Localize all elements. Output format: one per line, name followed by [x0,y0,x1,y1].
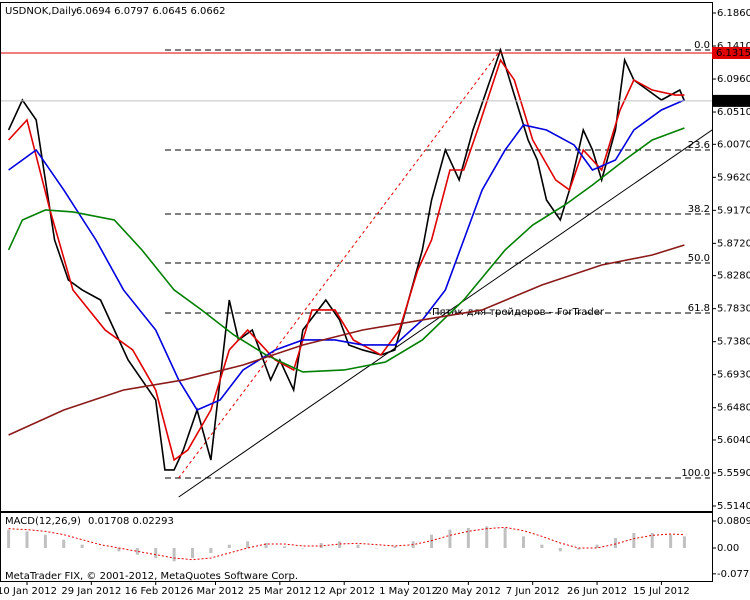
y-tick-label: 0.08094 [717,516,750,527]
histogram-bar [682,536,686,548]
histogram-bar [43,534,47,548]
y-tick-label: 6.0510 [717,107,750,118]
plot-area [7,526,686,562]
y-tick-label: 5.8720 [717,238,750,249]
y-tick-label: 6.0960 [717,74,750,85]
x-tick-label: 10 Jan 2012 [0,586,57,597]
histogram-bar [522,536,526,548]
histogram-bar [190,548,194,558]
histogram-bar [7,529,11,548]
series-line [8,99,685,411]
y-tick-label: 5.5140 [717,501,750,512]
histogram-bar [246,541,250,548]
fib-label: 61.8 [688,303,710,314]
y-tick-label: 5.5590 [717,468,750,479]
y-tick-label: 5.7380 [717,337,750,348]
fib-label: 23.6 [688,140,710,151]
price-box [712,46,750,59]
fib-label: 100.0 [681,468,710,479]
y-tick-label: 5.6040 [717,435,750,446]
panel-title: USDNOK,Daily [5,6,77,17]
histogram-bar [466,528,470,548]
x-tick-label: 29 Jan 2012 [61,586,121,597]
histogram-bar [282,546,286,548]
x-tick-label: 15 Jul 2012 [633,586,690,597]
panel-title: MACD(12,26,9) [5,516,81,527]
price-box [712,94,750,107]
x-tick-label: 7 Jun 2012 [506,586,560,597]
histogram-bar [154,548,158,558]
histogram-bar [338,541,342,548]
histogram-bar [135,548,139,555]
y-tick-label: 6.1860 [717,8,750,19]
histogram-bar [503,528,507,548]
x-tick-label: 6 Mar 2012 [187,586,244,597]
histogram-bar [430,534,434,548]
y-tick-label: 6.0070 [717,139,750,150]
x-tick-label: 20 May 2012 [436,586,501,597]
y-tick-label: 5.8280 [717,271,750,282]
fib-label: 0.0 [694,40,710,51]
trend-line [178,49,501,479]
histogram-bar [558,548,562,552]
histogram-bar [264,543,268,548]
histogram-bar [393,546,397,548]
footer: MetaTrader FIX, © 2001-2012, MetaQuotes … [5,571,298,582]
series-line [7,127,685,373]
panel-subtitle: 0.01708 0.02293 [88,516,174,527]
x-tick-label: 1 May 2012 [379,586,438,597]
histogram-bar [632,533,636,548]
y-tick-label: -0.0775 [717,569,750,580]
histogram-bar [117,548,121,552]
y-tick-label: 5.6930 [717,370,750,381]
frame [0,2,713,512]
series-line [8,526,685,561]
histogram-bar [485,526,489,548]
plot-area: Пятак для трейдеров – ForTrader0.023.638… [0,40,712,498]
histogram-bar [209,548,213,553]
histogram-bar [25,531,29,548]
histogram-bar [356,544,360,548]
histogram-bar [669,534,673,548]
histogram-bar [227,544,231,548]
frame [0,512,713,582]
fib-label: 38.2 [688,204,710,215]
histogram-bar [595,544,599,548]
y-tick-label: 5.7830 [717,304,750,315]
histogram-bar [172,548,176,562]
histogram-bar [99,548,103,549]
x-tick-label: 25 Mar 2012 [248,586,311,597]
histogram-bar [540,544,544,548]
y-tick-label: 5.9620 [717,172,750,183]
panel-subtitle: 6.0694 6.0797 6.0645 6.0662 [76,6,226,17]
y-tick-label: 5.6480 [717,403,750,414]
price-label: 6.1315 [716,48,750,59]
histogram-bar [301,548,305,549]
histogram-bar [650,533,654,548]
price-label: 6.0662 [716,96,750,107]
series-line [8,244,685,436]
histogram-bar [613,538,617,548]
y-tick-label: 0.00 [717,543,739,554]
x-tick-label: 12 Apr 2012 [313,586,375,597]
histogram-bar [62,539,66,548]
histogram-bar [80,544,84,548]
histogram-bar [374,548,378,549]
y-tick-label: 5.9170 [717,205,750,216]
series-line [7,47,686,471]
histogram-bar [577,548,581,550]
x-tick-label: 26 Jun 2012 [567,586,627,597]
series-line [8,58,685,462]
trend-line [178,129,712,498]
fib-label: 50.0 [688,253,710,264]
x-tick-label: 16 Feb 2012 [125,586,187,597]
histogram-bar [448,529,452,548]
y-tick-label: 6.1410 [717,41,750,52]
